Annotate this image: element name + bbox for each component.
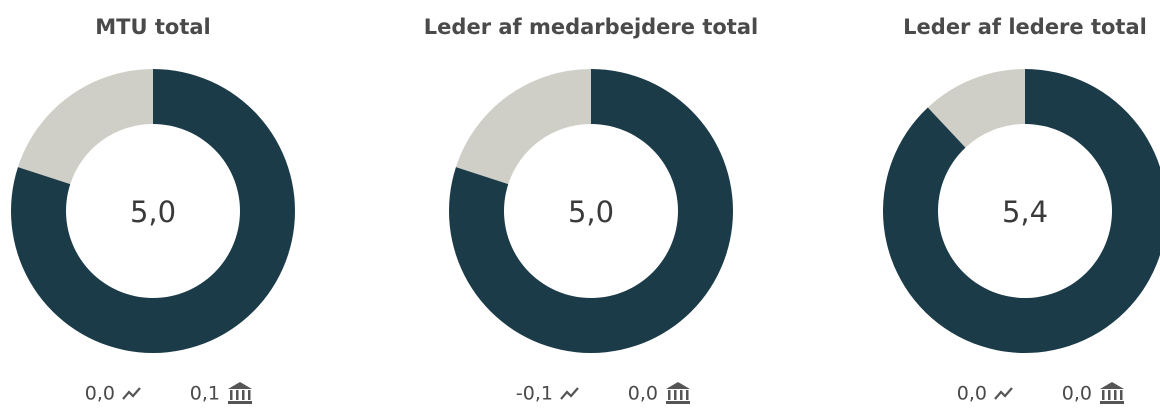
trend-icon	[994, 387, 1013, 400]
icon-column	[1102, 390, 1105, 400]
icon-column	[230, 390, 233, 400]
center-value: 5,4	[1002, 195, 1048, 229]
trend-icon	[560, 387, 579, 400]
trend-value: 0,0	[957, 383, 987, 405]
chart-title: Leder af medarbejdere total	[424, 15, 758, 39]
icon-base	[228, 401, 252, 404]
donut-value	[883, 69, 1160, 353]
benchmark-value: 0,1	[190, 383, 220, 405]
center-value: 5,0	[130, 195, 176, 229]
icon-base	[1100, 401, 1124, 404]
trend-value: 0,0	[85, 383, 115, 405]
trend-value: -0,1	[516, 383, 553, 405]
donut-value	[449, 69, 733, 353]
icon-roof	[1100, 382, 1124, 389]
icon-column	[1120, 390, 1123, 400]
trend-icon	[122, 387, 141, 400]
donut-remainder	[17, 69, 153, 185]
icon-roof	[228, 382, 252, 389]
donut-remainder	[455, 69, 591, 185]
benchmark-icon	[228, 382, 252, 404]
icon-roof	[666, 382, 690, 389]
icon-column	[248, 390, 251, 400]
benchmark-value: 0,0	[628, 383, 658, 405]
benchmark-icon	[666, 382, 690, 404]
icon-column	[1114, 390, 1117, 400]
icon-column	[680, 390, 683, 400]
donut-remainder	[927, 69, 1025, 148]
donut-value	[10, 69, 295, 353]
icon-column	[242, 390, 245, 400]
icon-column	[236, 390, 239, 400]
benchmark-icon	[1100, 382, 1124, 404]
icon-column	[686, 390, 689, 400]
icon-base	[666, 401, 690, 404]
icon-column	[668, 390, 671, 400]
icon-column	[1108, 390, 1111, 400]
chart-title: MTU total	[95, 15, 210, 39]
center-value: 5,0	[568, 195, 614, 229]
benchmark-value: 0,0	[1062, 383, 1092, 405]
chart-title: Leder af ledere total	[903, 15, 1147, 39]
icon-column	[674, 390, 677, 400]
